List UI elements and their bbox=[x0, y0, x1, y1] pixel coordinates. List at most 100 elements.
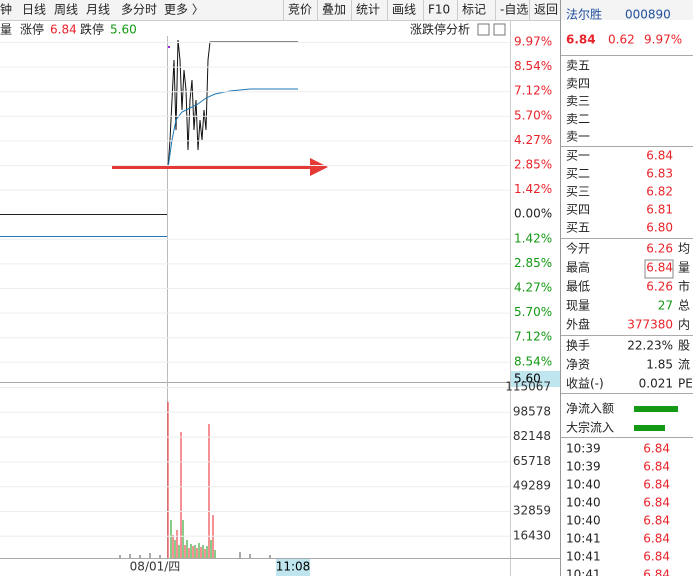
tick-price: 6.84 bbox=[643, 568, 670, 576]
stat-suffix: 内 bbox=[678, 318, 690, 332]
stat-suffix: 股 bbox=[678, 339, 690, 353]
price-axis-label: 2.85% bbox=[514, 158, 552, 172]
price-axis-label: 4.27% bbox=[514, 281, 552, 295]
flow-label: 净流入额 bbox=[566, 402, 614, 416]
limit-up-label: 涨停 bbox=[20, 22, 44, 37]
buy-price: 6.80 bbox=[646, 221, 673, 235]
tick-price: 6.84 bbox=[643, 460, 670, 474]
volume-bars bbox=[119, 402, 271, 558]
toolbar-button[interactable]: 竞价 bbox=[288, 3, 312, 17]
toolbar-tab[interactable]: 日线 bbox=[22, 3, 46, 17]
buy-label: 买二 bbox=[566, 167, 590, 181]
tick-time: 10:40 bbox=[566, 478, 601, 492]
volume-axis-label: 115067 bbox=[505, 380, 551, 394]
sell-label: 卖一 bbox=[566, 130, 590, 144]
price-axis-label: 1.42% bbox=[514, 231, 552, 245]
cursor-time-bg bbox=[276, 559, 310, 576]
tick-time: 10:41 bbox=[566, 550, 601, 564]
volume-axis-label: 49289 bbox=[513, 479, 551, 493]
buy-label: 买三 bbox=[566, 185, 590, 199]
sell-label: 卖五 bbox=[566, 59, 590, 73]
stat-label: 外盘 bbox=[566, 317, 590, 332]
highlight-box bbox=[644, 259, 674, 279]
stat-label: 最高 bbox=[566, 260, 590, 275]
tick-time: 10:41 bbox=[566, 568, 601, 576]
toolbar-button[interactable]: 统计 bbox=[356, 3, 380, 17]
volume-axis-label: 65718 bbox=[513, 454, 551, 468]
toolbar-button[interactable]: -自选 bbox=[500, 3, 528, 17]
stat-value: 22.23% bbox=[627, 339, 673, 353]
price-axis-label: 7.12% bbox=[514, 330, 552, 344]
toolbar-tab[interactable]: 钟 bbox=[0, 2, 12, 17]
toolbar-tab[interactable]: 多分时 bbox=[121, 3, 157, 17]
stat-value: 1.85 bbox=[646, 358, 673, 372]
stat-value: 6.26 bbox=[646, 242, 673, 256]
stat-suffix: PE bbox=[678, 377, 693, 391]
tick-price: 6.84 bbox=[643, 550, 670, 564]
price-axis-label: 2.85% bbox=[514, 256, 552, 270]
price-axis-label: 7.12% bbox=[514, 84, 552, 98]
buy-label: 买四 bbox=[566, 203, 590, 217]
stat-value: 27 bbox=[658, 299, 673, 313]
toolbar-bg bbox=[0, 0, 693, 20]
tick-price: 6.84 bbox=[643, 478, 670, 492]
price-axis-label: 0.00% bbox=[514, 207, 552, 221]
marker bbox=[168, 46, 170, 48]
toolbar-button[interactable]: 叠加 bbox=[322, 3, 346, 17]
buy-price: 6.82 bbox=[646, 185, 673, 199]
price-axis-label: 4.27% bbox=[514, 133, 552, 147]
price: 6.84 bbox=[566, 33, 596, 47]
tick-time: 10:39 bbox=[566, 460, 601, 474]
arrow-head bbox=[310, 158, 328, 176]
toolbar-tab[interactable]: 月线 bbox=[86, 3, 110, 17]
buy-label: 买一 bbox=[566, 149, 590, 163]
change: 0.62 bbox=[608, 33, 635, 47]
stat-value: 0.021 bbox=[639, 377, 673, 391]
limit-down-label: 跌停 bbox=[80, 22, 104, 37]
stat-label: 净资 bbox=[566, 358, 590, 372]
toolbar-button[interactable]: 画线 bbox=[392, 3, 416, 17]
price-axis-label: 8.54% bbox=[514, 354, 552, 368]
buy-price: 6.83 bbox=[646, 167, 673, 181]
toolbar-tab[interactable]: 周线 bbox=[54, 3, 78, 17]
stat-value: 6.84 bbox=[646, 261, 673, 275]
date-label: 08/01/四 bbox=[130, 560, 181, 574]
price-axis-label: 5.70% bbox=[514, 108, 552, 122]
sell-label: 卖三 bbox=[566, 94, 590, 108]
flow-bar bbox=[634, 425, 665, 431]
analysis-button[interactable]: 涨跌停分析 bbox=[410, 22, 470, 37]
toolbar-button[interactable]: F10 bbox=[428, 3, 450, 17]
cursor-price-bg bbox=[511, 371, 560, 387]
buy-price: 6.81 bbox=[646, 203, 673, 217]
menu-icon[interactable] bbox=[493, 23, 506, 36]
tick-price: 6.84 bbox=[643, 514, 670, 528]
add-icon[interactable] bbox=[477, 23, 490, 36]
price-line bbox=[167, 39, 298, 169]
toolbar-tab[interactable]: 更多 〉 bbox=[164, 3, 204, 17]
price-axis-label: 5.70% bbox=[514, 305, 552, 319]
toolbar-button[interactable]: 标记 bbox=[462, 3, 486, 17]
tick-time: 10:39 bbox=[566, 442, 601, 456]
volume-axis-label: 98578 bbox=[513, 404, 551, 418]
tick-price: 6.84 bbox=[643, 496, 670, 510]
stat-label: 最低 bbox=[566, 280, 590, 294]
stat-suffix: 市 bbox=[678, 279, 690, 294]
tick-time: 10:41 bbox=[566, 532, 601, 546]
cursor-time: 11:08 bbox=[276, 560, 311, 574]
avg-line bbox=[167, 88, 298, 169]
tick-price: 6.84 bbox=[643, 532, 670, 546]
volume-label: 量 bbox=[0, 23, 12, 37]
stat-label: 换手 bbox=[566, 339, 590, 353]
volume-axis-label: 32859 bbox=[513, 504, 551, 518]
tick-price: 6.84 bbox=[643, 442, 670, 456]
price-axis-label: 8.54% bbox=[514, 59, 552, 73]
stat-value: 377380 bbox=[627, 318, 673, 332]
toolbar-button[interactable]: 返回 bbox=[534, 3, 558, 17]
price-axis-label: 1.42% bbox=[514, 182, 552, 196]
stat-value: 6.26 bbox=[646, 280, 673, 294]
buy-price: 6.84 bbox=[646, 149, 673, 163]
flow-bar bbox=[634, 406, 678, 412]
stock-name: 法尔胜 bbox=[566, 7, 602, 22]
